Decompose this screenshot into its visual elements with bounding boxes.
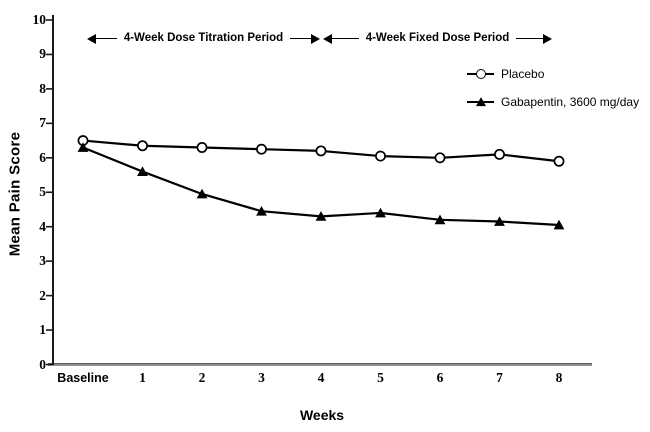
gabapentin-marker: [256, 205, 267, 216]
y-tick: [46, 19, 52, 21]
y-axis-line: [52, 15, 54, 365]
gabapentin-marker: [315, 211, 327, 221]
y-tick: [46, 294, 52, 297]
y-tick: [46, 157, 52, 159]
legend-marker: [467, 95, 494, 108]
x-axis-line-edge: [48, 363, 592, 365]
open-circle-marker-icon: [475, 68, 486, 79]
placebo-marker: [137, 140, 148, 152]
dose-titration-period-annotation: 4-Week Dose Titration Period: [87, 32, 320, 45]
y-tick: [46, 363, 52, 366]
y-tick: [46, 225, 52, 228]
gabapentin-marker: [434, 214, 446, 225]
arrow-line: [290, 38, 311, 39]
annotation-label: 4-Week Fixed Dose Period: [365, 32, 510, 44]
legend-label: Gabapentin, 3600 mg/day: [501, 94, 640, 109]
arrow-right-icon: [311, 33, 320, 44]
arrow-right-icon: [543, 33, 552, 44]
annotation-label: 4-Week Dose Titration Period: [123, 32, 284, 44]
x-axis-line: [48, 363, 592, 366]
legend-item-gabapentin: Gabapentin, 3600 mg/day: [467, 94, 640, 109]
legend-marker: [467, 67, 494, 80]
arrow-left-icon: [87, 33, 96, 44]
placebo-marker: [434, 152, 446, 164]
placebo-marker: [256, 143, 267, 155]
gabapentin-marker: [553, 219, 565, 230]
arrow-line: [516, 38, 543, 39]
placebo-marker: [553, 155, 565, 167]
placebo-marker: [494, 148, 505, 160]
gabapentin-marker: [196, 188, 208, 199]
legend-item-placebo: Placebo: [467, 66, 639, 81]
filled-triangle-marker-icon: [475, 96, 486, 106]
placebo-marker: [196, 142, 208, 153]
arrow-left-icon: [323, 33, 332, 44]
placebo-marker: [375, 150, 386, 162]
legend-label: Placebo: [501, 66, 545, 81]
y-axis-title: Mean Pain Score: [6, 131, 24, 257]
placebo-marker: [315, 145, 327, 157]
gabapentin-marker: [494, 216, 505, 226]
y-tick: [46, 329, 52, 331]
x-axis-title: Weeks: [299, 407, 345, 423]
y-tick: [46, 122, 52, 125]
fixed-dose-period-annotation: 4-Week Fixed Dose Period: [323, 32, 552, 45]
gabapentin-marker: [77, 142, 89, 152]
y-tick: [46, 53, 52, 56]
gabapentin-marker: [375, 207, 386, 218]
arrow-line: [96, 38, 117, 39]
y-tick: [46, 88, 52, 90]
y-tick: [46, 191, 52, 194]
gabapentin-marker: [137, 166, 148, 176]
legend: Placebo Gabapentin, 3600 mg/day: [467, 67, 639, 123]
y-tick: [46, 260, 52, 262]
arrow-line: [332, 38, 359, 39]
